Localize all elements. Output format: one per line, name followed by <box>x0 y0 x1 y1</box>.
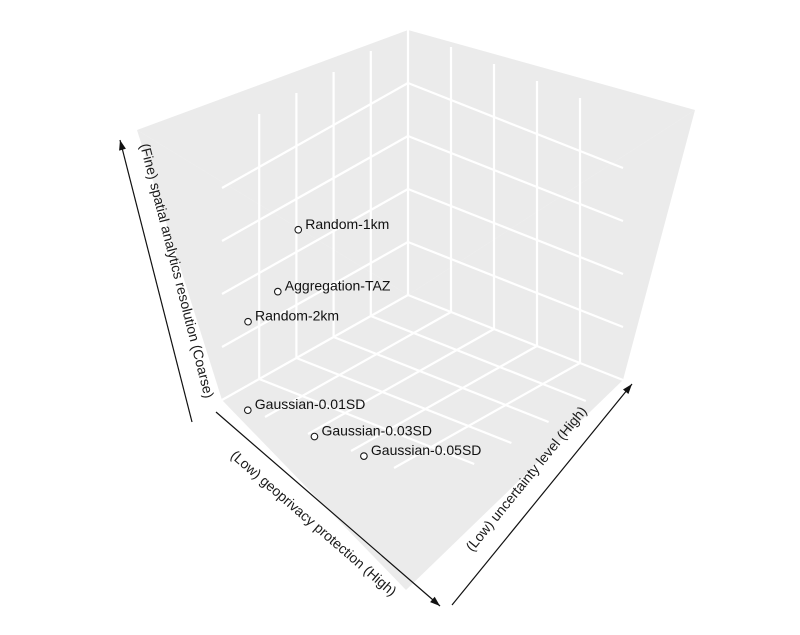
x-axis-line <box>215 411 441 607</box>
x-axis-arrow <box>430 596 440 606</box>
grid-line <box>221 188 409 295</box>
grid-lines <box>221 30 624 469</box>
y-axis-line <box>451 383 633 606</box>
grid-line <box>407 187 624 276</box>
grid-line <box>221 135 409 242</box>
data-point-label: Gaussian-0.01SD <box>255 396 366 412</box>
data-point <box>310 432 319 441</box>
grid-line <box>407 293 624 382</box>
z-axis-arrow <box>119 140 126 151</box>
back-wall-panel <box>137 30 695 295</box>
grid-line <box>407 134 624 223</box>
data-point-label: Gaussian-0.05SD <box>371 442 482 458</box>
z-axis-line <box>119 139 193 423</box>
grid-line <box>264 311 452 418</box>
data-point-label: Random-1km <box>305 216 389 232</box>
y-axis-arrow <box>623 384 632 394</box>
grid-line <box>350 345 538 452</box>
grid-line <box>221 294 409 401</box>
data-point <box>243 406 252 415</box>
grid-line <box>221 241 409 348</box>
data-point <box>273 287 282 296</box>
grid-line <box>393 362 581 469</box>
data-point <box>360 452 368 460</box>
grid-line <box>221 82 409 189</box>
grid-line <box>407 240 624 329</box>
data-point <box>294 225 303 234</box>
grid-line <box>295 356 512 445</box>
data-points: Random-1km Aggregation-TAZ Random-2km Gauss… <box>243 216 482 460</box>
cube-panels <box>137 30 695 590</box>
grid-line <box>258 377 475 466</box>
data-point-label: Gaussian-0.03SD <box>321 423 432 439</box>
grid-line <box>407 81 624 170</box>
grid-line <box>370 314 587 403</box>
data-point-label: Aggregation-TAZ <box>285 278 391 294</box>
grid-line <box>307 328 495 435</box>
grid-line <box>333 335 550 424</box>
data-point <box>244 317 252 326</box>
data-point-label: Random-2km <box>255 308 339 324</box>
